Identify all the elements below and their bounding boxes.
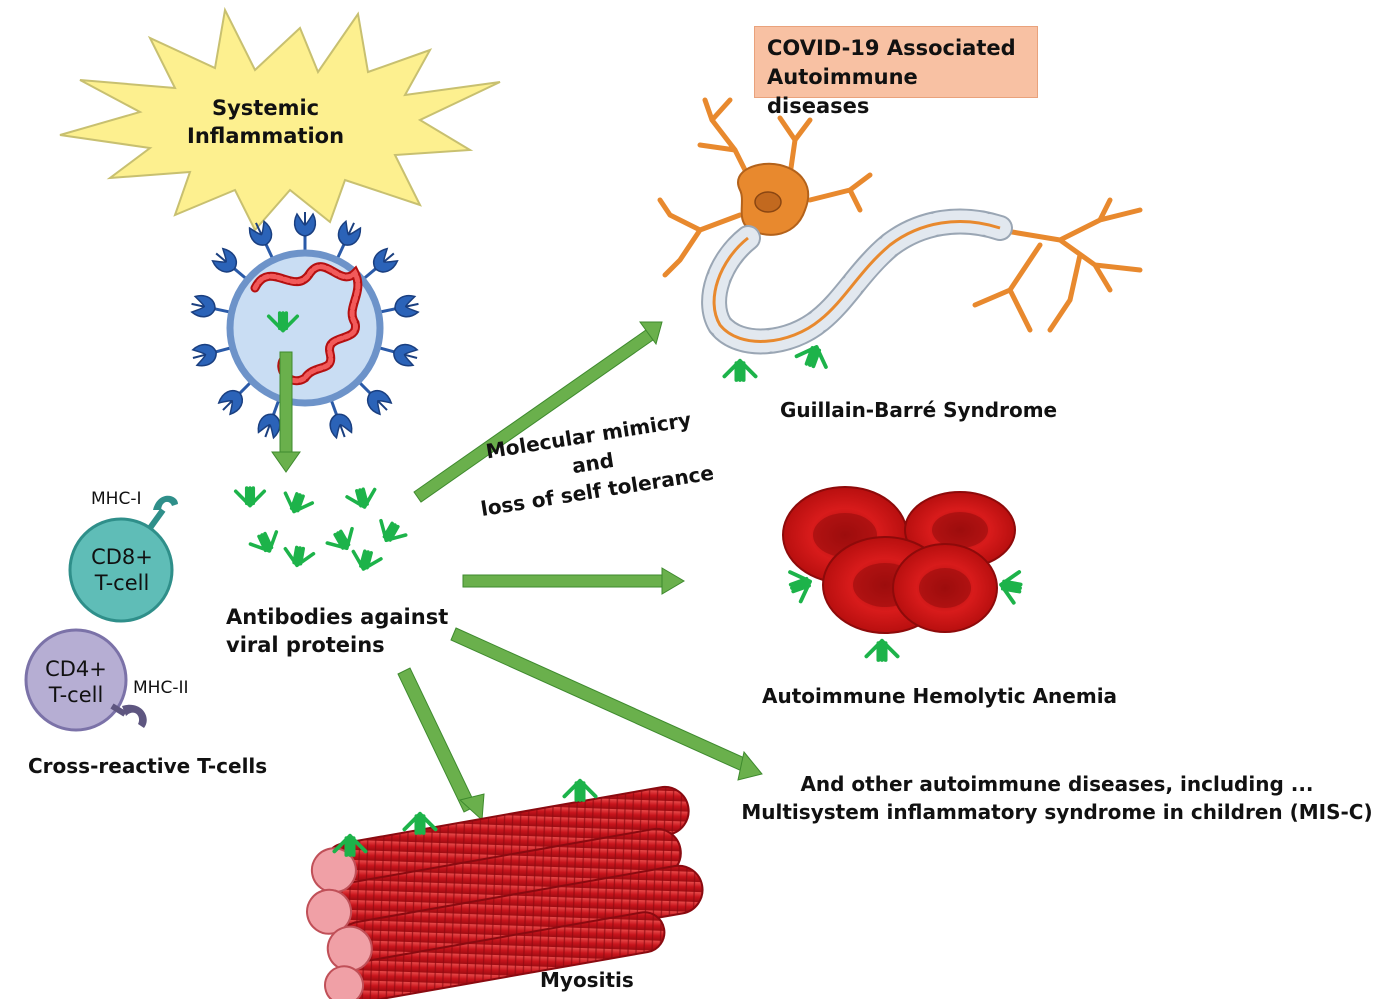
red-blood-cells-icon [782,486,1016,634]
antibodies-line-2: viral proteins [226,633,385,657]
arrow-to-aiha [462,567,685,595]
antibody-cluster [233,484,410,575]
other-line-2: Multisystem inflammatory syndrome in chi… [741,800,1373,824]
inflammation-line-2: Inflammation [187,124,345,148]
antibodies-label: Antibodies against viral proteins [226,603,448,659]
arrow-to-myositis [397,667,485,822]
muscle-fibers-icon [306,785,704,999]
cd8-tcell-icon [68,495,178,623]
gbs-label: Guillain-Barré Syndrome [780,398,1058,422]
cd4-label: CD4+ T-cell [30,656,122,708]
tcells-caption: Cross-reactive T-cells [28,754,268,778]
cd4-tcell-icon [24,628,147,732]
other-line-1: And other autoimmune diseases, including… [800,772,1314,796]
arrow-virus-to-antibodies [271,351,301,473]
arrow-to-gbs [413,321,663,503]
inflammation-label: Systemic Inflammation [187,94,344,150]
title-line-1: COVID-19 Associated [767,36,1016,60]
neuron-icon [657,97,1143,355]
other-diseases-label: And other autoimmune diseases, including… [733,770,1381,826]
cd8-line-2: T-cell [94,571,150,595]
antibodies-line-1: Antibodies against [226,605,449,629]
inflammation-line-1: Systemic [211,96,320,120]
arrow-to-other [450,627,763,781]
cd8-label: CD8+ T-cell [76,544,168,596]
title-line-2: Autoimmune diseases [767,65,918,118]
cd8-line-1: CD8+ [91,545,153,569]
myositis-label: Myositis [540,968,634,992]
inflammation-burst [59,6,501,232]
virus-icon [187,210,423,443]
aiha-label: Autoimmune Hemolytic Anemia [762,684,1118,708]
cd4-line-2: T-cell [48,683,104,707]
mhc1-label: MHC-I [91,489,142,509]
cd4-line-1: CD4+ [45,657,107,681]
diagram-title-box: COVID-19 Associated Autoimmune diseases [754,26,1038,118]
mhc2-label: MHC-II [133,678,189,698]
